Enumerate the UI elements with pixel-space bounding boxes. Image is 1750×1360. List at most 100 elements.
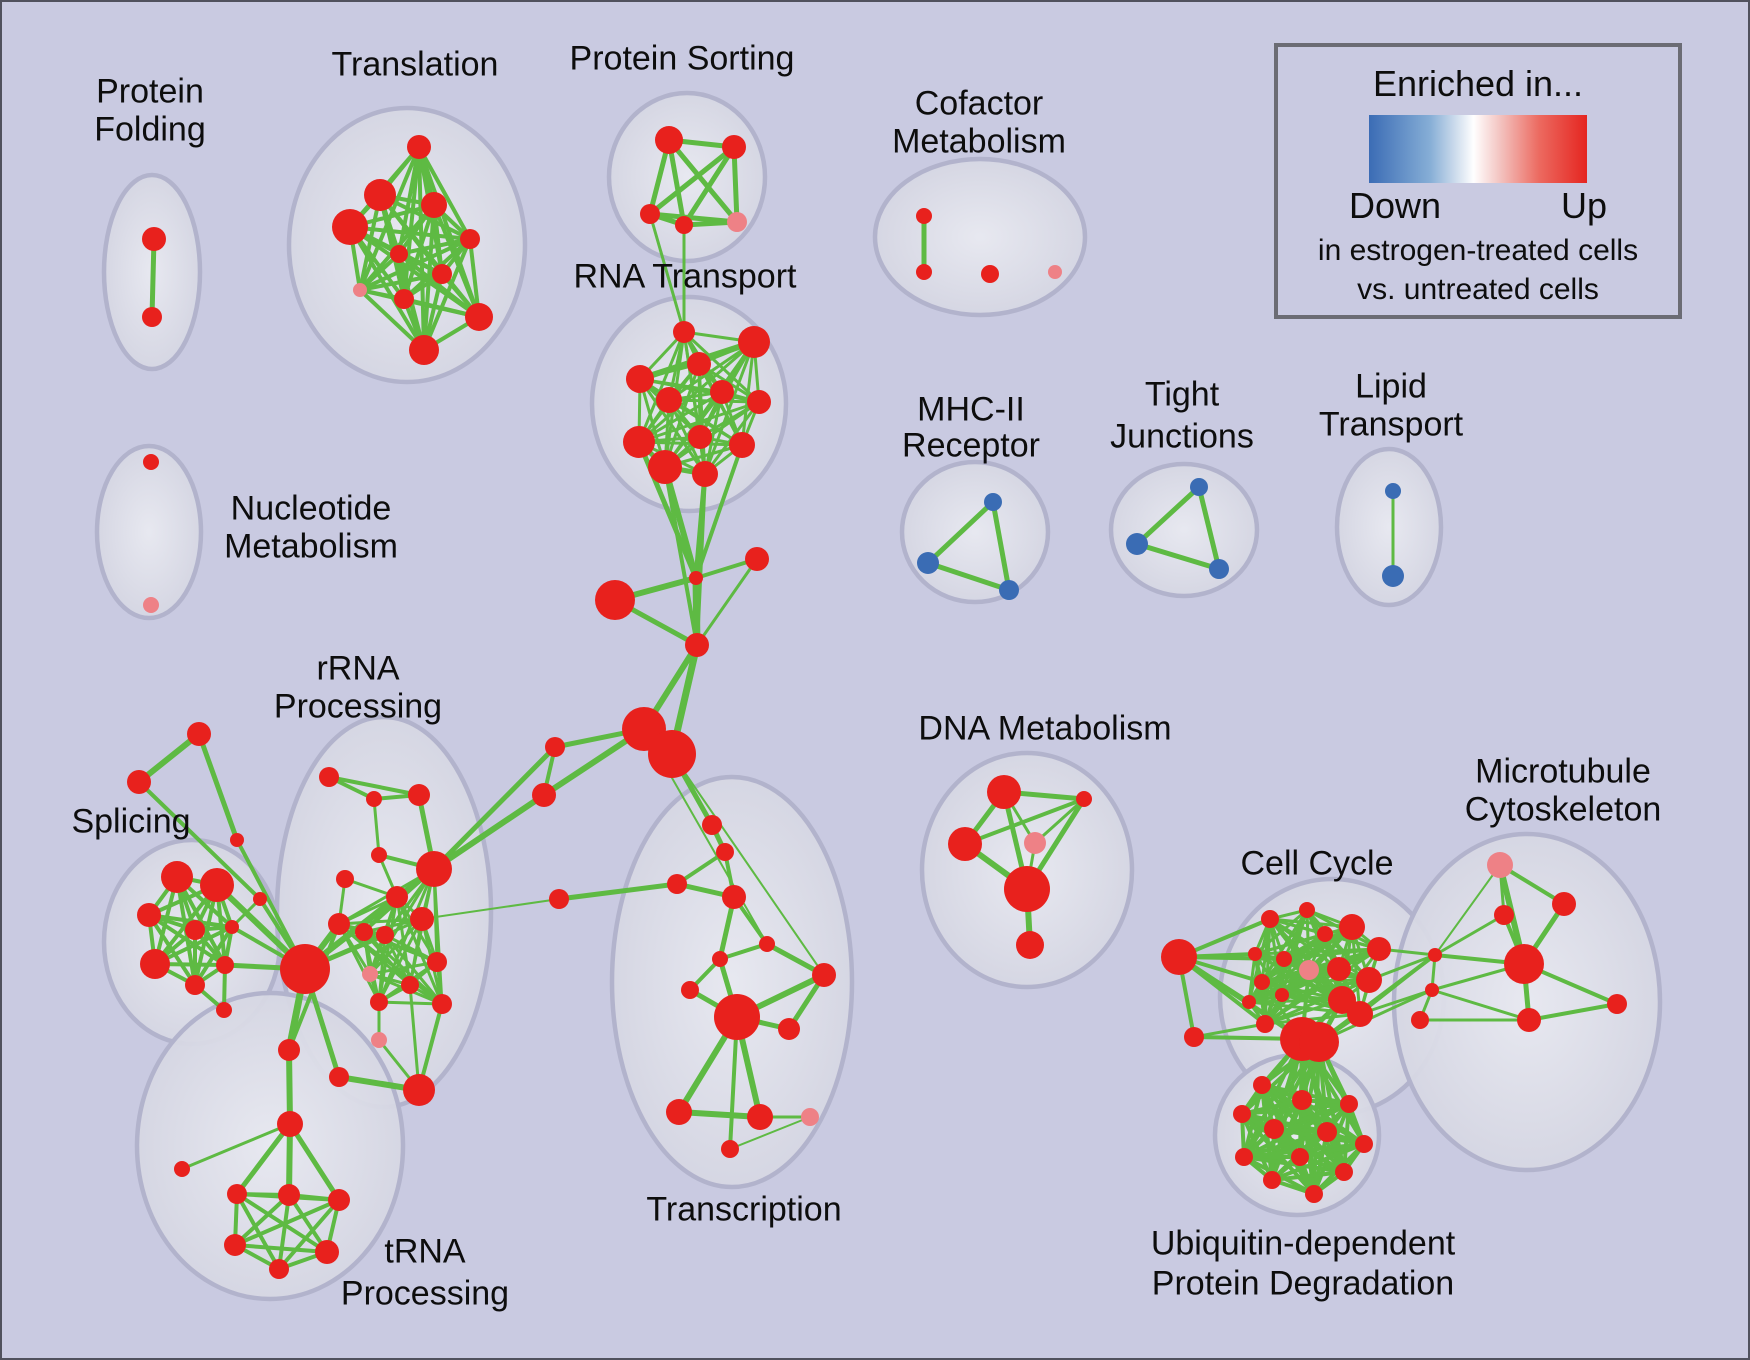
- node-K2: [127, 770, 151, 794]
- edge: [637, 400, 761, 444]
- legend-subline-2: vs. untreated cells: [1357, 273, 1599, 306]
- edge: [666, 137, 687, 228]
- node-W1: [1428, 948, 1442, 962]
- cluster-label-microtubule-cytoskeleton-line1: Microtubule: [1475, 752, 1651, 791]
- cluster-label-nucleotide-metabolism-line1: Nucleotide: [230, 489, 392, 528]
- node-T3: [667, 874, 687, 894]
- edge: [233, 1198, 341, 1247]
- node-L3: [137, 903, 161, 927]
- node-B2: [364, 179, 396, 211]
- edge: [925, 560, 1012, 593]
- node-O1: [280, 944, 330, 994]
- edge: [395, 895, 444, 1006]
- node-T10: [714, 994, 760, 1040]
- edge: [402, 203, 436, 301]
- node-O4: [174, 1161, 190, 1177]
- node-Y10: [1335, 1163, 1353, 1181]
- node-L6: [140, 949, 170, 979]
- node-V20: [1299, 1022, 1339, 1062]
- node-D3: [626, 365, 654, 393]
- node-Y11: [1263, 1171, 1281, 1189]
- edge: [731, 144, 740, 225]
- node-D8: [623, 426, 655, 458]
- node-F1: [143, 454, 159, 470]
- edge: [1317, 988, 1434, 1044]
- edge: [663, 400, 761, 469]
- cluster-label-ubiquitin-degradation-line2: Protein Degradation: [1151, 1264, 1455, 1303]
- node-Y1: [1253, 1076, 1271, 1094]
- node-T6: [759, 936, 775, 952]
- node-H2: [1126, 533, 1148, 555]
- cluster-label-nucleotide-metabolism-line2: Metabolism: [224, 527, 398, 566]
- node-D11: [648, 450, 682, 484]
- node-J6: [648, 730, 696, 778]
- legend-title: Enriched in...: [1372, 63, 1584, 104]
- node-E2: [916, 264, 932, 280]
- node-C3: [640, 204, 660, 224]
- edge: [681, 144, 737, 228]
- edge: [1253, 908, 1309, 956]
- node-T12: [747, 1104, 773, 1130]
- node-N14: [371, 1032, 387, 1048]
- node-C1: [655, 126, 683, 154]
- node-J1: [689, 571, 703, 585]
- edge: [180, 1122, 292, 1171]
- edge: [358, 272, 444, 292]
- node-Y6: [1317, 1122, 1337, 1142]
- node-D6: [710, 380, 734, 404]
- node-U2: [1076, 791, 1092, 807]
- node-C4: [675, 216, 693, 234]
- cluster-label-rrna-processing-line2: Processing: [273, 687, 443, 726]
- edge: [1434, 864, 1501, 956]
- cluster-label-tight-junctions-line2: Junctions: [1110, 417, 1254, 456]
- edge: [1433, 913, 1506, 957]
- node-L2: [200, 868, 234, 902]
- node-X2: [1494, 905, 1514, 925]
- node-X6: [1517, 1008, 1541, 1032]
- cluster-label-protein-folding-line1: Protein: [96, 72, 204, 111]
- node-D12: [692, 461, 718, 487]
- cluster-label-cofactor-metabolism-line2: Metabolism: [892, 122, 1066, 161]
- edge: [682, 330, 761, 404]
- cluster-label-rna-transport: RNA Transport: [573, 257, 797, 296]
- node-V12: [1356, 967, 1382, 993]
- edge: [348, 225, 426, 352]
- edge: [287, 1121, 342, 1203]
- node-D2: [738, 326, 770, 358]
- cluster-label-splicing: Splicing: [71, 802, 191, 841]
- edge: [234, 1121, 293, 1197]
- node-Q3: [328, 1189, 350, 1211]
- node-T11: [666, 1099, 692, 1125]
- cluster-label-cell-cycle: Cell Cycle: [1240, 844, 1394, 883]
- node-T14: [721, 1140, 739, 1158]
- node-J4: [685, 633, 709, 657]
- edge: [377, 917, 424, 1004]
- node-V17: [1328, 986, 1356, 1014]
- node-T7: [812, 963, 836, 987]
- node-T5: [712, 951, 728, 967]
- node-Y7: [1355, 1135, 1373, 1153]
- edge: [395, 895, 412, 987]
- edge: [990, 499, 1012, 593]
- node-U5: [1004, 866, 1050, 912]
- cluster-label-lipid-transport-line2: Transport: [1318, 405, 1464, 444]
- edge: [1270, 1170, 1346, 1182]
- edge: [1430, 988, 1531, 1022]
- edge: [408, 983, 421, 1092]
- node-V4: [1299, 902, 1315, 918]
- node-M4: [371, 847, 387, 863]
- node-V10: [1299, 960, 1319, 980]
- edge: [648, 212, 686, 334]
- node-U4: [1024, 832, 1046, 854]
- node-V2: [1184, 1027, 1204, 1047]
- node-B8: [353, 283, 367, 297]
- node-X3: [1552, 892, 1576, 916]
- edge: [432, 203, 481, 319]
- edge: [1527, 1002, 1619, 1022]
- node-D9: [688, 425, 712, 449]
- node-Y2: [1292, 1090, 1312, 1110]
- node-U6: [1016, 931, 1044, 959]
- node-Q1: [227, 1184, 247, 1204]
- legend-subline-1: in estrogen-treated cells: [1317, 234, 1639, 267]
- cluster-label-tight-junctions-line1: Tight: [1144, 375, 1220, 414]
